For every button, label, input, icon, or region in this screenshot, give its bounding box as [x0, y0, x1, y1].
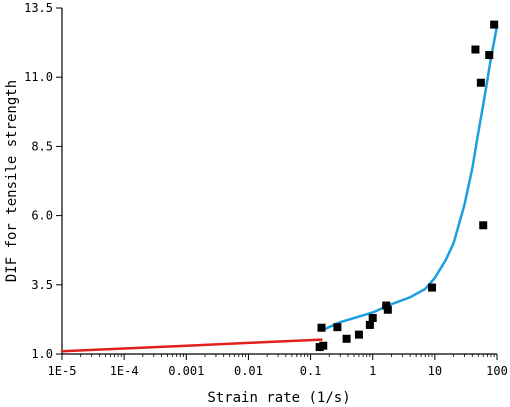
x-tick-label: 0.1: [300, 364, 322, 378]
y-tick-label: 3.5: [31, 278, 53, 292]
x-tick-label: 0.01: [234, 364, 263, 378]
data-point: [490, 20, 499, 29]
data-point: [476, 78, 485, 87]
data-point: [365, 320, 374, 329]
data-point: [428, 283, 437, 292]
x-tick-label: 0.001: [168, 364, 204, 378]
x-axis-ticks: 1E-5 1E-4 0.001 0.01 0.1 1 10 100: [48, 354, 508, 378]
data-point: [479, 221, 488, 230]
data-point: [382, 301, 391, 310]
y-axis-ticks: 1.0 3.5 6.0 8.5 11.0 13.5: [24, 1, 62, 361]
data-point: [342, 334, 351, 343]
data-point: [485, 51, 494, 60]
data-point: [354, 330, 363, 339]
series-line-2: [320, 24, 499, 332]
y-tick-label: 6.0: [31, 209, 53, 223]
y-tick-label: 1.0: [31, 347, 53, 361]
series-line-1: [60, 338, 323, 353]
y-tick-label: 13.5: [24, 1, 53, 15]
x-tick-label: 10: [428, 364, 442, 378]
data-point: [333, 323, 342, 332]
y-axis-title: DIF for tensile strength: [4, 80, 20, 282]
x-axis-title: Strain rate (1/s): [207, 390, 350, 406]
x-tick-label: 1E-4: [110, 364, 139, 378]
data-point: [383, 305, 392, 314]
data-point: [471, 45, 480, 54]
x-tick-label: 1E-5: [48, 364, 77, 378]
series-lines: [60, 24, 499, 353]
data-point: [319, 341, 328, 350]
x-tick-label: 100: [486, 364, 508, 378]
x-tick-label: 1: [369, 364, 376, 378]
data-point: [368, 314, 377, 323]
data-point: [317, 323, 326, 332]
plot-area: [61, 8, 497, 355]
y-tick-label: 8.5: [31, 139, 53, 153]
y-tick-label: 11.0: [24, 70, 53, 84]
series-markers: [315, 20, 499, 352]
